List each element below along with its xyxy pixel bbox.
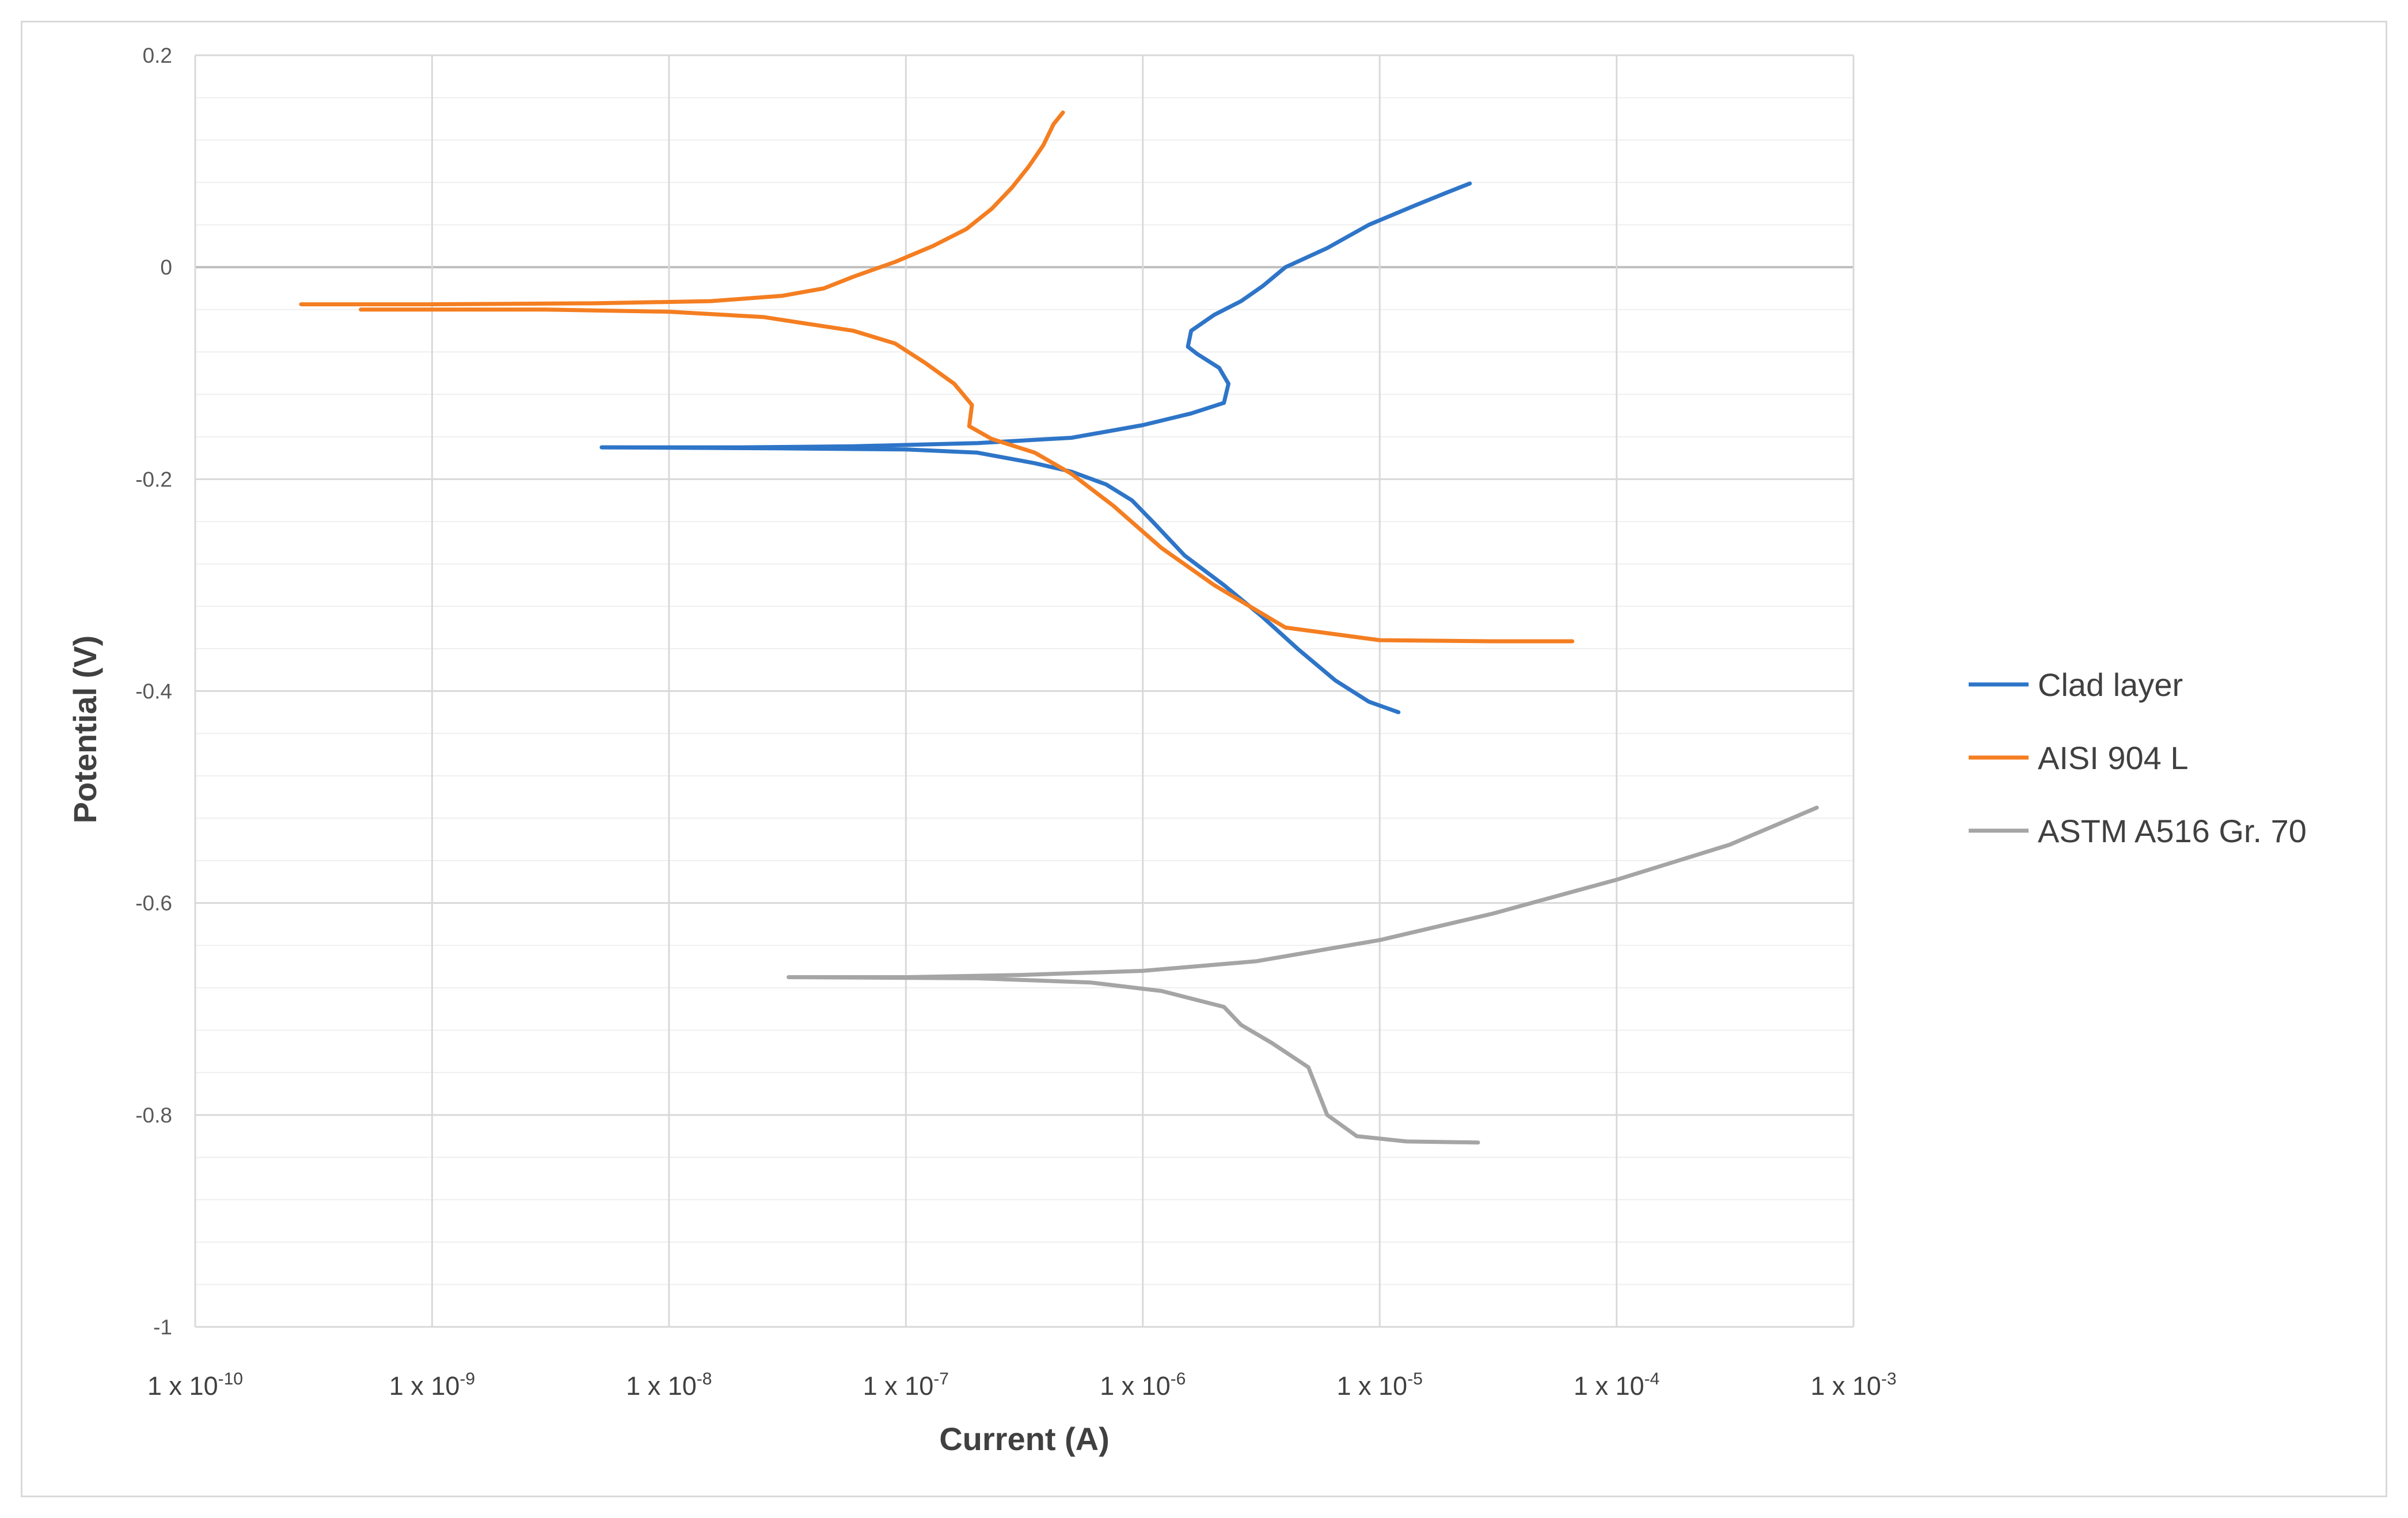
legend: Clad layer AISI 904 L ASTM A516 Gr. 70 xyxy=(1969,667,2307,849)
x-tick-label: 1 x 10-8 xyxy=(626,1369,712,1401)
x-tick-label: 1 x 10-3 xyxy=(1810,1369,1896,1401)
y-tick-label: -1 xyxy=(153,1315,172,1339)
x-tick-labels: 1 x 10-10 1 x 10-9 1 x 10-8 1 x 10-7 1 x 10-… xyxy=(147,1369,1897,1401)
series-line-3-anodic xyxy=(787,805,1819,979)
x-tick-label: 1 x 10-6 xyxy=(1100,1369,1186,1401)
y-tick-labels: 0.2 0 -0.2 -0.4 -0.6 -0.8 -1 xyxy=(135,44,172,1339)
y-tick-label: 0.2 xyxy=(143,44,172,67)
x-axis-title: Current (A) xyxy=(939,1421,1110,1457)
grid-layer xyxy=(194,54,1855,1328)
x-tick-label: 1 x 10-7 xyxy=(863,1369,949,1401)
y-axis-title: Potential (V) xyxy=(67,636,103,824)
x-tick-label: 1 x 10-5 xyxy=(1337,1369,1423,1401)
chart-frame: 0.2 0 -0.2 -0.4 -0.6 -0.8 -1 1 x 10-10 1 x 10-9… xyxy=(21,21,2387,1497)
y-tick-label: -0.4 xyxy=(135,680,172,703)
x-tick-label: 1 x 10-9 xyxy=(389,1369,475,1401)
y-tick-label: -0.8 xyxy=(135,1104,172,1127)
series-line-3-cathodic xyxy=(787,975,1480,1145)
x-tick-label: 1 x 10-4 xyxy=(1574,1369,1659,1401)
series-line-2-cathodic xyxy=(359,307,1575,644)
y-tick-label: -0.2 xyxy=(135,467,172,491)
legend-label: AISI 904 L xyxy=(2038,740,2189,776)
y-tick-label: 0 xyxy=(160,256,172,279)
legend-label: ASTM A516 Gr. 70 xyxy=(2038,813,2307,849)
series-line-2-anodic xyxy=(299,110,1065,307)
legend-label: Clad layer xyxy=(2038,667,2183,703)
chart-svg: 0.2 0 -0.2 -0.4 -0.6 -0.8 -1 1 x 10-10 1 x 10-9… xyxy=(67,44,2307,1457)
x-tick-label: 1 x 10-10 xyxy=(147,1369,243,1401)
series-line-1-cathodic xyxy=(599,445,1401,714)
series-line-1-anodic xyxy=(599,181,1472,450)
series-layer xyxy=(299,110,1819,1145)
y-tick-label: -0.6 xyxy=(135,892,172,915)
